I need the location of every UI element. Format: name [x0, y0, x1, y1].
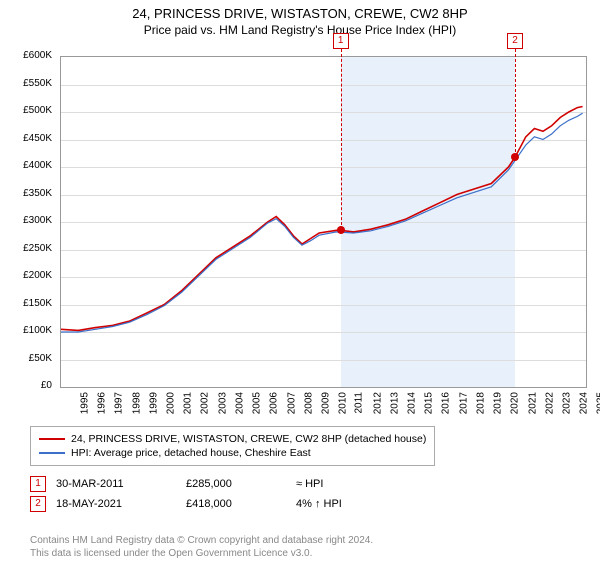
sale-row: 1 30-MAR-2011 £285,000 ≈ HPI	[30, 476, 570, 492]
sale-note: ≈ HPI	[296, 478, 416, 490]
x-tick-label: 2003	[217, 392, 228, 414]
x-tick-label: 2022	[544, 392, 555, 414]
x-tick-label: 2006	[269, 392, 280, 414]
sale-index-box: 2	[30, 496, 46, 512]
y-tick-label: £400K	[10, 160, 52, 171]
x-tick-label: 2017	[458, 392, 469, 414]
y-tick-label: £600K	[10, 50, 52, 61]
x-tick-label: 2020	[510, 392, 521, 414]
y-tick-label: £350K	[10, 188, 52, 199]
x-tick-label: 2021	[527, 392, 538, 414]
x-tick-label: 2002	[200, 392, 211, 414]
chart-area: 12 £0 £50K £100K £150K £200K £250K £300K £350K £…	[10, 56, 590, 416]
legend-row: 24, PRINCESS DRIVE, WISTASTON, CREWE, CW…	[39, 433, 426, 445]
page-title: 24, PRINCESS DRIVE, WISTASTON, CREWE, CW…	[0, 6, 600, 21]
x-tick-label: 2019	[492, 392, 503, 414]
x-tick-label: 2012	[372, 392, 383, 414]
x-tick-label: 2010	[337, 392, 348, 414]
x-tick-label: 2014	[406, 392, 417, 414]
x-tick-label: 2000	[165, 392, 176, 414]
legend-swatch	[39, 438, 65, 440]
y-tick-label: £450K	[10, 133, 52, 144]
sale-price: £285,000	[186, 478, 286, 490]
x-tick-label: 2015	[424, 392, 435, 414]
legend-swatch	[39, 452, 65, 454]
sale-row: 2 18-MAY-2021 £418,000 4% ↑ HPI	[30, 496, 570, 512]
marker-line-1	[341, 49, 342, 230]
y-tick-label: £250K	[10, 243, 52, 254]
marker-line-2	[515, 49, 516, 157]
x-tick-label: 2013	[389, 392, 400, 414]
x-tick-label: 1999	[148, 392, 159, 414]
x-tick-label: 1998	[131, 392, 142, 414]
x-tick-label: 2025	[596, 392, 600, 414]
x-tick-label: 2018	[475, 392, 486, 414]
y-tick-label: £200K	[10, 270, 52, 281]
y-tick-label: £150K	[10, 298, 52, 309]
y-tick-label: £0	[10, 380, 52, 391]
x-tick-label: 2016	[441, 392, 452, 414]
plot-area: 12	[60, 56, 587, 388]
marker-box-2: 2	[507, 33, 523, 49]
y-tick-label: £300K	[10, 215, 52, 226]
footer-line-2: This data is licensed under the Open Gov…	[30, 547, 373, 560]
sales-table: 1 30-MAR-2011 £285,000 ≈ HPI 2 18-MAY-2021 £41…	[30, 476, 570, 512]
sale-index-box: 1	[30, 476, 46, 492]
legend-row: HPI: Average price, detached house, Ches…	[39, 447, 426, 459]
y-tick-label: £50K	[10, 353, 52, 364]
sale-note: 4% ↑ HPI	[296, 498, 416, 510]
y-tick-label: £500K	[10, 105, 52, 116]
y-tick-label: £550K	[10, 78, 52, 89]
x-tick-label: 1995	[79, 392, 90, 414]
footer-note: Contains HM Land Registry data © Crown c…	[30, 534, 373, 560]
legend-block: 24, PRINCESS DRIVE, WISTASTON, CREWE, CW…	[30, 426, 570, 516]
sale-price: £418,000	[186, 498, 286, 510]
x-tick-label: 1996	[96, 392, 107, 414]
sale-date: 30-MAR-2011	[56, 478, 176, 490]
x-tick-label: 1997	[114, 392, 125, 414]
x-tick-label: 2001	[183, 392, 194, 414]
x-tick-label: 2004	[234, 392, 245, 414]
x-tick-label: 2011	[354, 392, 365, 414]
series-hpi	[61, 113, 583, 332]
sale-date: 18-MAY-2021	[56, 498, 176, 510]
series-price_paid	[61, 107, 583, 331]
x-tick-label: 2024	[578, 392, 589, 414]
footer-line-1: Contains HM Land Registry data © Crown c…	[30, 534, 373, 547]
x-tick-label: 2009	[320, 392, 331, 414]
marker-dot-1	[337, 226, 345, 234]
x-tick-label: 2007	[286, 392, 297, 414]
legend-label: 24, PRINCESS DRIVE, WISTASTON, CREWE, CW…	[71, 433, 426, 445]
x-tick-label: 2005	[251, 392, 262, 414]
legend: 24, PRINCESS DRIVE, WISTASTON, CREWE, CW…	[30, 426, 435, 466]
legend-label: HPI: Average price, detached house, Ches…	[71, 447, 311, 459]
marker-box-1: 1	[333, 33, 349, 49]
x-tick-label: 2023	[561, 392, 572, 414]
x-tick-label: 2008	[303, 392, 314, 414]
y-tick-label: £100K	[10, 325, 52, 336]
marker-dot-2	[511, 153, 519, 161]
